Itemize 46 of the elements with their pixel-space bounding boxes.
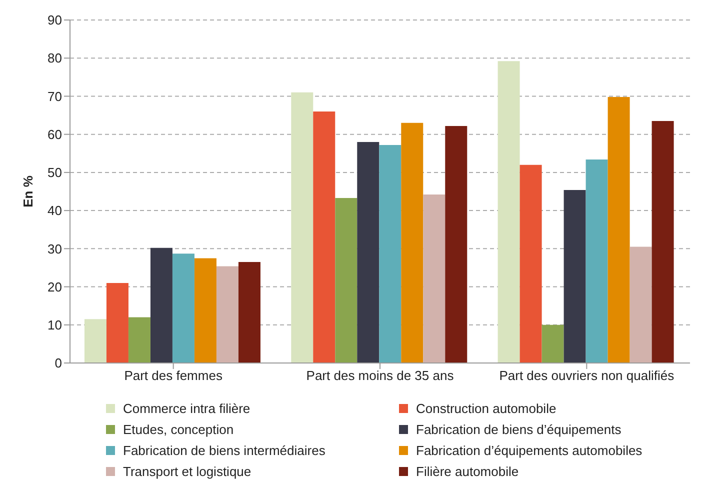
bar — [586, 159, 608, 363]
y-tick-label: 0 — [54, 356, 62, 371]
legend-label: Commerce intra filière — [123, 401, 250, 416]
bar — [630, 246, 652, 363]
bar — [445, 126, 468, 363]
y-tick-label: 20 — [48, 279, 62, 294]
bar — [106, 282, 128, 363]
bar — [564, 190, 586, 363]
legend-label: Etudes, conception — [123, 422, 234, 437]
y-tick-label: 80 — [48, 50, 62, 66]
y-tick-label: 30 — [48, 241, 62, 256]
bar — [216, 266, 238, 363]
bar — [84, 319, 106, 363]
legend-label: Filière automobile — [416, 464, 519, 479]
y-tick-label: 70 — [48, 88, 62, 104]
bar — [520, 164, 542, 363]
bar — [608, 96, 630, 363]
y-tick-label: 50 — [48, 165, 62, 180]
y-tick-label: 60 — [48, 126, 62, 142]
legend-label: Transport et logistique — [123, 464, 252, 479]
y-tick-label: 10 — [48, 318, 62, 333]
bar — [542, 324, 564, 363]
legend-label: Construction automobile — [416, 401, 556, 416]
legend-label: Fabrication de biens intermédiaires — [123, 443, 326, 458]
bar — [379, 145, 402, 363]
legend-label: Fabrication d’équipements automobiles — [416, 443, 642, 458]
bar — [238, 262, 260, 363]
bar — [357, 142, 380, 363]
bar — [423, 194, 446, 363]
x-tick-label: Part des moins de 35 ans — [306, 368, 454, 384]
bar — [194, 258, 216, 363]
bar — [291, 92, 314, 363]
x-tick-label: Part des femmes — [124, 368, 223, 384]
bar — [172, 254, 194, 363]
bar — [498, 61, 520, 363]
bar — [313, 111, 336, 363]
bar — [150, 248, 172, 363]
bar — [128, 317, 150, 363]
y-tick-label: 90 — [48, 12, 62, 28]
y-tick-label: 40 — [48, 203, 62, 218]
bar — [652, 120, 674, 363]
bar — [401, 122, 424, 363]
legend-label: Fabrication de biens d’équipements — [416, 422, 622, 437]
y-axis-title: En % — [20, 175, 36, 208]
bar — [335, 198, 358, 363]
x-tick-label: Part des ouvriers non qualifiés — [499, 368, 675, 384]
